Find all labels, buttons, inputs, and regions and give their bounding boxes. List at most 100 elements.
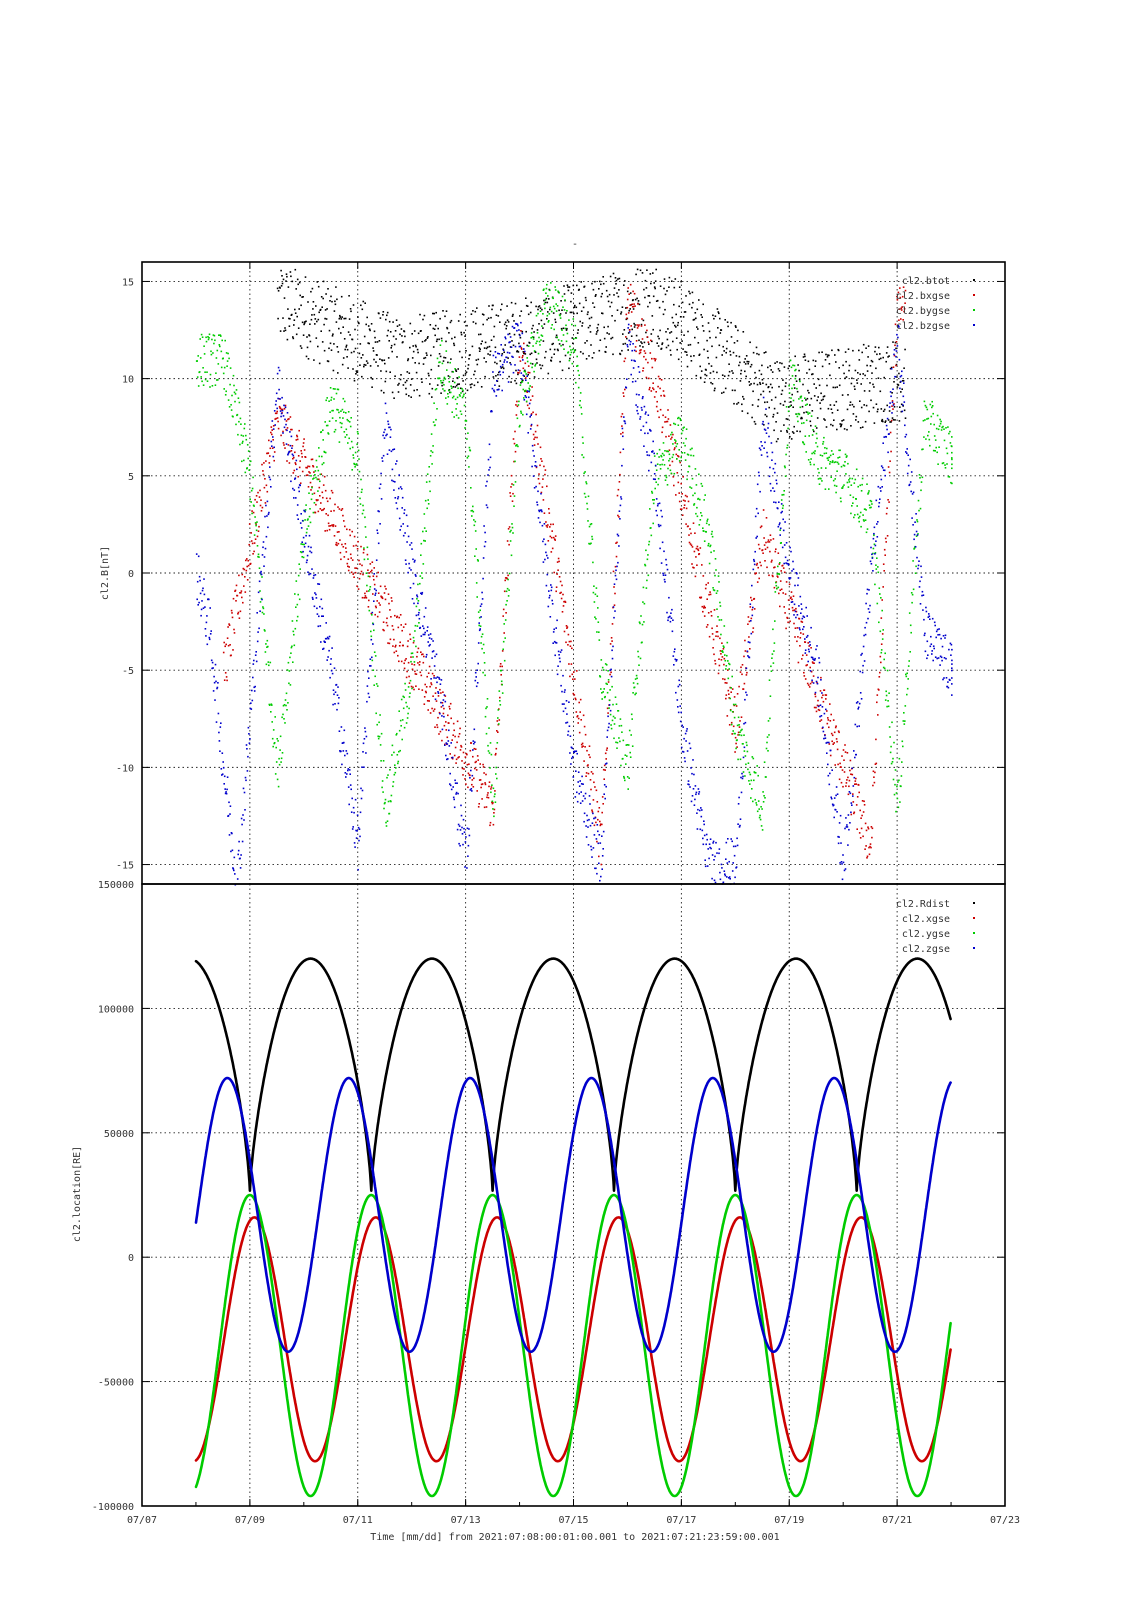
data-point — [278, 405, 281, 408]
data-point — [323, 507, 325, 510]
data-point — [277, 785, 280, 788]
data-point — [627, 744, 630, 746]
data-point — [566, 310, 568, 312]
data-point — [533, 444, 536, 446]
data-point — [542, 561, 545, 563]
data-point — [496, 777, 498, 780]
data-point — [411, 687, 413, 690]
data-point — [265, 535, 268, 538]
data-point — [860, 817, 862, 819]
data-point — [208, 598, 210, 601]
data-point — [314, 474, 316, 476]
data-point — [705, 531, 707, 533]
data-point — [466, 324, 468, 327]
data-point — [389, 331, 392, 333]
data-point — [846, 481, 849, 484]
data-point — [481, 340, 483, 343]
data-point — [942, 462, 945, 464]
data-point — [303, 322, 306, 324]
data-point — [368, 342, 370, 345]
data-point — [206, 380, 209, 382]
data-point — [600, 283, 602, 286]
data-point — [563, 293, 566, 295]
data-point — [856, 796, 859, 798]
data-point — [829, 404, 832, 406]
data-point — [534, 365, 536, 367]
data-point — [545, 521, 547, 523]
data-point — [543, 465, 545, 468]
data-point — [470, 487, 472, 489]
data-point — [709, 593, 712, 596]
data-point — [585, 775, 587, 777]
data-point — [779, 580, 782, 582]
data-point — [430, 368, 433, 371]
data-point — [435, 687, 437, 689]
data-point — [438, 678, 441, 680]
data-point — [622, 739, 625, 742]
data-point — [499, 370, 501, 373]
data-point — [636, 324, 638, 326]
data-point — [424, 631, 426, 634]
data-point — [776, 573, 779, 575]
data-point — [778, 385, 780, 388]
data-point — [555, 627, 557, 629]
data-point — [251, 699, 254, 702]
data-point — [322, 429, 324, 431]
data-point — [891, 721, 893, 724]
data-point — [845, 782, 848, 784]
data-point — [609, 275, 612, 278]
data-point — [616, 292, 618, 294]
data-point — [930, 415, 933, 418]
data-point — [723, 657, 726, 660]
data-point — [457, 792, 459, 795]
data-point — [607, 300, 610, 303]
data-point — [507, 595, 510, 597]
data-point — [401, 335, 403, 337]
data-point — [744, 370, 746, 373]
data-point — [563, 348, 565, 350]
data-point — [345, 344, 348, 347]
data-point — [697, 497, 700, 500]
data-point — [415, 673, 418, 675]
data-point — [286, 427, 289, 429]
data-point — [853, 482, 856, 484]
data-point — [596, 801, 599, 803]
data-point — [572, 318, 575, 320]
data-point — [655, 405, 658, 408]
data-point — [570, 292, 573, 294]
data-point — [741, 403, 743, 406]
data-point — [890, 421, 892, 423]
data-point — [230, 404, 232, 406]
data-point — [261, 611, 264, 614]
data-point — [578, 404, 581, 407]
data-point — [428, 645, 430, 647]
data-point — [749, 783, 751, 785]
data-point — [689, 543, 692, 545]
data-point — [197, 355, 199, 357]
data-point — [196, 360, 198, 362]
data-point — [807, 642, 809, 644]
data-point — [501, 692, 504, 694]
data-point — [716, 308, 719, 310]
data-point — [672, 453, 675, 456]
data-point — [374, 605, 377, 608]
data-point — [739, 380, 742, 382]
data-point — [869, 843, 872, 845]
data-point — [488, 752, 491, 754]
data-point — [473, 777, 475, 780]
data-point — [361, 488, 363, 491]
data-point — [469, 354, 471, 356]
data-point — [424, 540, 426, 542]
data-point — [690, 360, 693, 362]
data-point — [415, 645, 417, 648]
data-point — [493, 390, 496, 393]
data-point — [367, 575, 370, 578]
data-point — [929, 403, 932, 406]
data-point — [433, 677, 435, 679]
data-point — [282, 713, 284, 716]
data-point — [568, 640, 571, 643]
data-point — [596, 631, 598, 633]
data-point — [777, 368, 780, 370]
data-point — [517, 324, 519, 327]
data-point — [398, 729, 401, 732]
